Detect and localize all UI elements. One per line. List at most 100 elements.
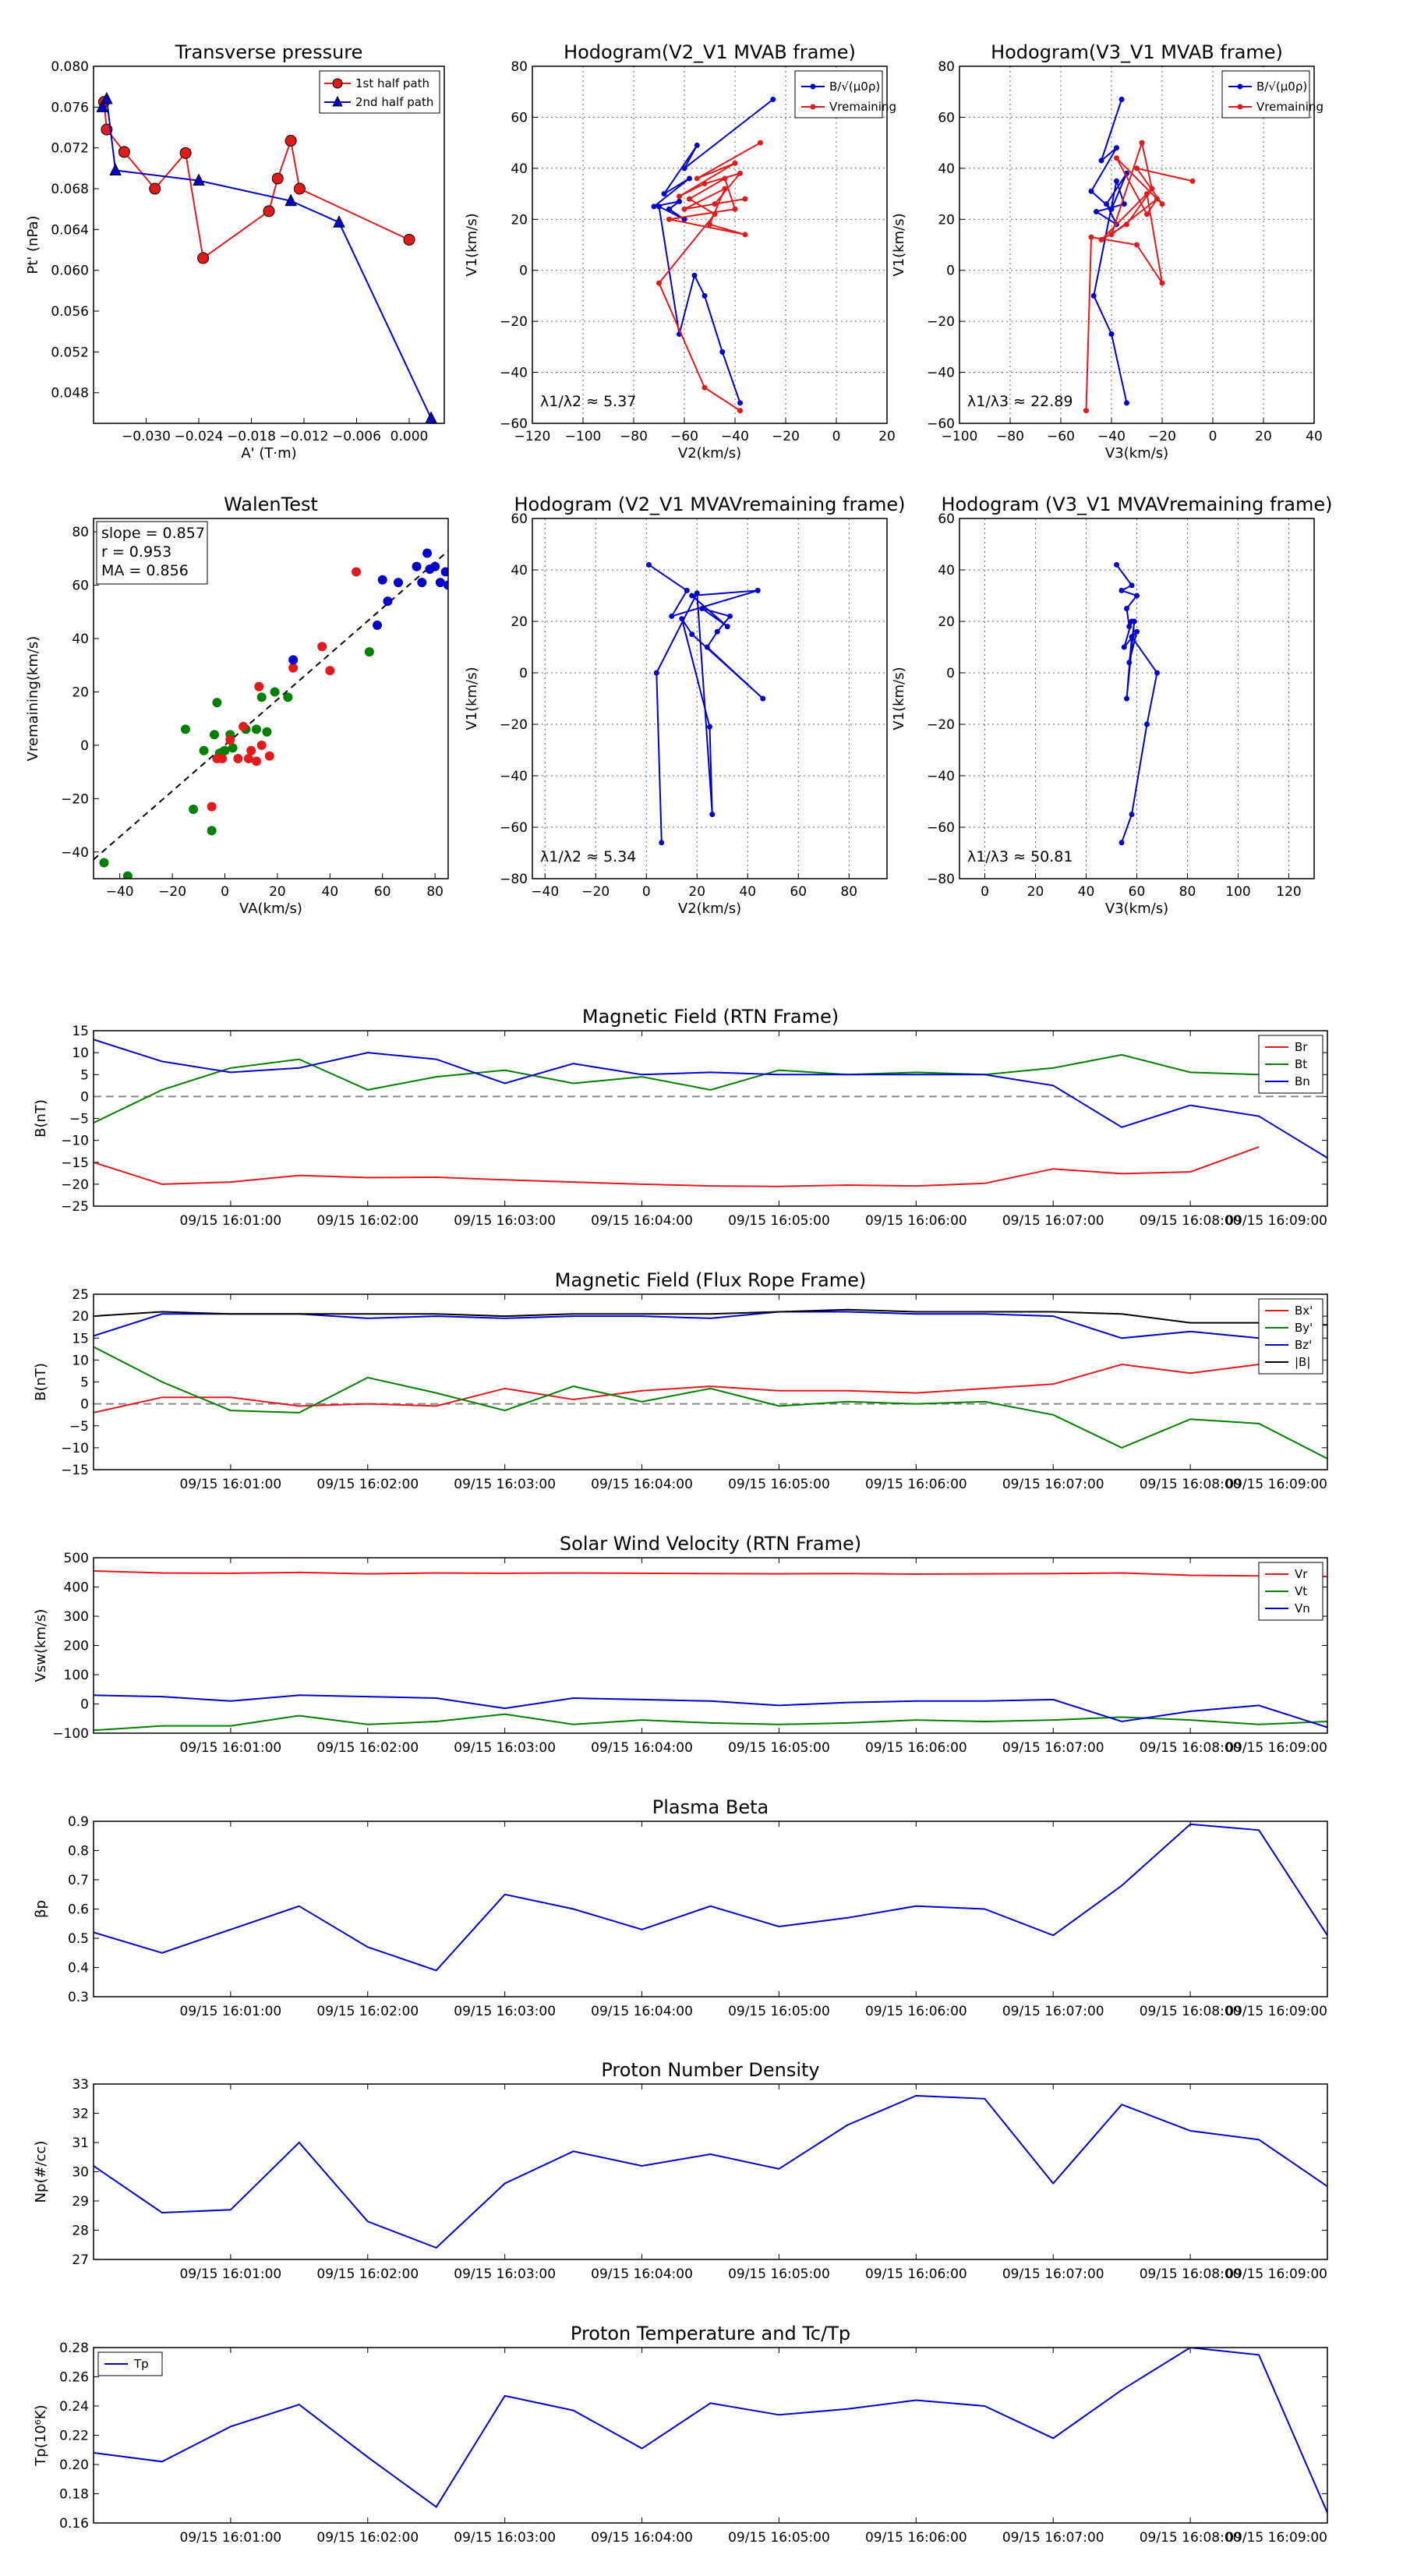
plot-frame bbox=[93, 1821, 1328, 1997]
time-tick-label: 09/15 16:02:00 bbox=[316, 1213, 419, 1229]
data-point bbox=[1098, 236, 1104, 242]
legend-label: |B| bbox=[1295, 1355, 1310, 1369]
data-point bbox=[1129, 634, 1135, 640]
chart-pt: Transverse pressure −0.030 −0.024 −0.018 −0.… bbox=[25, 41, 445, 462]
y-tick-label: 10 bbox=[72, 1046, 89, 1061]
y-tick-label: −20 bbox=[927, 717, 955, 733]
y-tick-label: 80 bbox=[938, 59, 955, 75]
series-line-0 bbox=[94, 1823, 1327, 1972]
y-axis-label: Vremaining(km/s) bbox=[25, 636, 41, 762]
data-point bbox=[661, 191, 667, 197]
series-line-1 bbox=[94, 1346, 1327, 1460]
series-line-0 bbox=[1115, 564, 1158, 844]
x-tick-label: 0 bbox=[642, 884, 651, 900]
y-tick-label: −40 bbox=[500, 366, 528, 381]
time-tick-label: 09/15 16:04:00 bbox=[591, 2530, 693, 2546]
time-tick-label: 09/15 16:09:00 bbox=[1225, 1740, 1327, 1756]
data-point bbox=[264, 751, 274, 761]
y-tick-label: −60 bbox=[927, 820, 955, 836]
x-tick-label: −120 bbox=[514, 429, 551, 444]
data-point bbox=[1149, 186, 1155, 192]
plot-frame bbox=[93, 65, 445, 424]
y-tick-label: −20 bbox=[61, 1177, 89, 1193]
data-point bbox=[1134, 242, 1140, 248]
x-axis-label: V3(km/s) bbox=[1105, 901, 1168, 917]
legend-label: Bx' bbox=[1295, 1304, 1313, 1318]
data-point bbox=[770, 97, 776, 103]
data-point bbox=[653, 670, 659, 676]
data-point bbox=[1129, 582, 1135, 589]
data-point bbox=[220, 745, 230, 755]
data-point bbox=[1088, 234, 1094, 240]
time-tick-label: 09/15 16:01:00 bbox=[180, 2530, 282, 2546]
data-point bbox=[1159, 280, 1165, 286]
y-tick-label: −10 bbox=[61, 1134, 89, 1149]
data-point bbox=[1088, 188, 1094, 194]
data-point bbox=[199, 745, 209, 755]
y-axis-label: V1(km/s) bbox=[891, 213, 907, 276]
data-point bbox=[440, 567, 448, 577]
x-tick-label: 60 bbox=[374, 884, 391, 900]
plot-area bbox=[94, 1569, 1327, 1732]
y-tick-label: 20 bbox=[72, 1309, 89, 1325]
series-line-3 bbox=[94, 1308, 1327, 1326]
series-line-2 bbox=[94, 1694, 1327, 1729]
time-tick-label: 09/15 16:09:00 bbox=[1225, 1477, 1327, 1492]
data-point bbox=[352, 567, 362, 577]
y-tick-label: 0 bbox=[80, 1089, 89, 1105]
data-point bbox=[270, 687, 280, 697]
x-tick-label: 20 bbox=[1255, 429, 1272, 444]
y-tick-label: 60 bbox=[938, 110, 955, 126]
y-tick-label: 0.060 bbox=[51, 264, 89, 279]
data-point bbox=[722, 186, 728, 192]
data-point bbox=[109, 163, 122, 175]
y-tick-label: 100 bbox=[64, 1668, 89, 1683]
time-tick-label: 09/15 16:02:00 bbox=[316, 2266, 419, 2282]
chart-title: WalenTest bbox=[224, 494, 318, 515]
y-tick-label: 500 bbox=[64, 1551, 89, 1566]
y-tick-label: 0 bbox=[80, 1697, 89, 1713]
time-tick-label: 09/15 16:08:00 bbox=[1140, 1477, 1242, 1492]
y-tick-label: 15 bbox=[72, 1331, 89, 1346]
time-tick-label: 09/15 16:07:00 bbox=[1002, 2266, 1104, 2282]
x-tick-label: −80 bbox=[620, 429, 648, 444]
time-tick-label: 09/15 16:03:00 bbox=[454, 1740, 556, 1756]
x-tick-label: 0 bbox=[981, 884, 989, 900]
data-point bbox=[722, 175, 728, 182]
legend-marker bbox=[332, 95, 343, 107]
x-tick-label: 40 bbox=[322, 884, 339, 900]
data-point bbox=[702, 384, 708, 391]
legend-box bbox=[1221, 70, 1310, 119]
time-tick-label: 09/15 16:06:00 bbox=[865, 2266, 967, 2282]
y-tick-label: 40 bbox=[511, 563, 528, 579]
y-tick-label: −20 bbox=[61, 791, 89, 807]
y-tick-label: 28 bbox=[72, 2224, 89, 2239]
data-point bbox=[197, 252, 210, 264]
y-tick-label: 0.052 bbox=[51, 345, 89, 360]
data-point bbox=[724, 624, 730, 630]
x-tick-label: 60 bbox=[790, 884, 807, 900]
plot-area bbox=[94, 1039, 1327, 1187]
y-tick-label: −20 bbox=[500, 717, 528, 733]
data-point bbox=[317, 642, 327, 652]
data-point bbox=[233, 754, 243, 763]
data-point bbox=[246, 745, 256, 755]
data-point bbox=[1094, 208, 1099, 214]
data-point bbox=[1134, 628, 1140, 635]
data-point bbox=[1083, 408, 1089, 414]
time-tick-label: 09/15 16:05:00 bbox=[728, 1477, 830, 1492]
data-point bbox=[709, 812, 716, 817]
y-tick-label: 0.26 bbox=[59, 2370, 89, 2386]
legend-box bbox=[794, 70, 883, 119]
y-tick-label: −100 bbox=[52, 1726, 89, 1742]
series-line-1 bbox=[94, 1053, 1260, 1124]
data-point bbox=[1126, 660, 1133, 666]
data-point bbox=[689, 632, 695, 637]
data-point bbox=[1114, 145, 1119, 151]
plot-area bbox=[1083, 97, 1196, 414]
series-line-0 bbox=[103, 101, 410, 260]
x-tick-label: 120 bbox=[1276, 884, 1301, 900]
y-tick-label: 0.8 bbox=[68, 1844, 89, 1859]
data-point bbox=[283, 692, 293, 702]
y-tick-label: −15 bbox=[61, 1155, 89, 1171]
